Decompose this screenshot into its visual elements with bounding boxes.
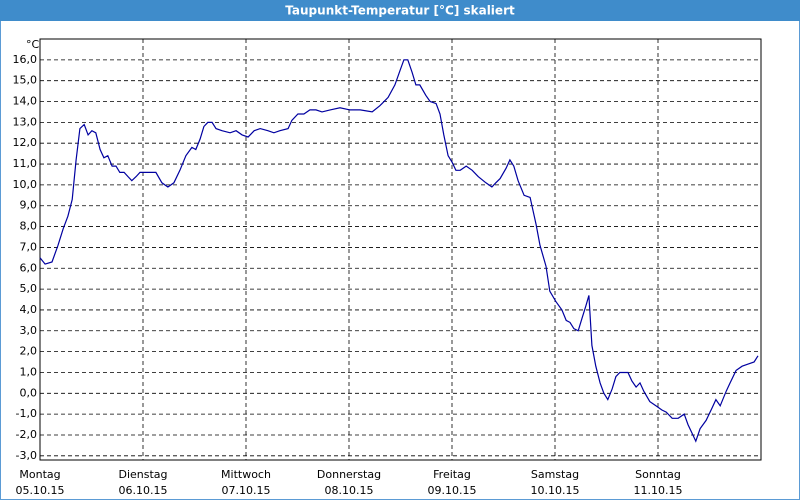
x-tick-label: Dienstag: [118, 468, 167, 481]
y-tick-label: 13,0: [13, 115, 38, 128]
y-tick-label: 9,0: [20, 199, 38, 212]
y-tick-label: 5,0: [20, 282, 38, 295]
plot-frame: [39, 38, 762, 461]
x-tick-label: Freitag: [433, 468, 471, 481]
y-tick-label: -3,0: [16, 449, 37, 462]
y-tick-label: 2,0: [20, 345, 38, 358]
y-tick-label: 1,0: [20, 365, 38, 378]
x-tick-date: 05.10.15: [16, 484, 65, 497]
y-tick-label: 7,0: [20, 240, 38, 253]
y-tick-label: 6,0: [20, 261, 38, 274]
y-tick-label: 3,0: [20, 324, 38, 337]
y-axis-label: °C: [26, 38, 40, 51]
x-tick-label: Mittwoch: [221, 468, 271, 481]
x-tick-date: 06.10.15: [119, 484, 168, 497]
x-tick-date: 11.10.15: [634, 484, 683, 497]
x-tick-label: Sonntag: [635, 468, 681, 481]
x-tick-date: 07.10.15: [222, 484, 271, 497]
x-tick-label: Donnerstag: [317, 468, 381, 481]
y-tick-label: 16,0: [13, 53, 38, 66]
y-tick-label: 15,0: [13, 74, 38, 87]
y-tick-label: -2,0: [16, 428, 37, 441]
y-tick-label: 10,0: [13, 178, 38, 191]
title-bar: [0, 0, 800, 21]
chart-title: Taupunkt-Temperatur [°C] skaliert: [285, 4, 515, 18]
y-tick-label: -1,0: [16, 407, 37, 420]
data-line: [39, 59, 759, 443]
x-tick-date: 09.10.15: [428, 484, 477, 497]
x-tick-label: Samstag: [531, 468, 579, 481]
y-tick-label: 8,0: [20, 220, 38, 233]
x-tick-date: 08.10.15: [325, 484, 374, 497]
y-tick-label: 4,0: [20, 303, 38, 316]
y-tick-label: 11,0: [13, 157, 38, 170]
y-tick-label: 14,0: [13, 95, 38, 108]
y-tick-label: 12,0: [13, 136, 38, 149]
x-tick-date: 10.10.15: [531, 484, 580, 497]
x-tick-label: Montag: [19, 468, 60, 481]
y-tick-label: 0,0: [20, 386, 38, 399]
